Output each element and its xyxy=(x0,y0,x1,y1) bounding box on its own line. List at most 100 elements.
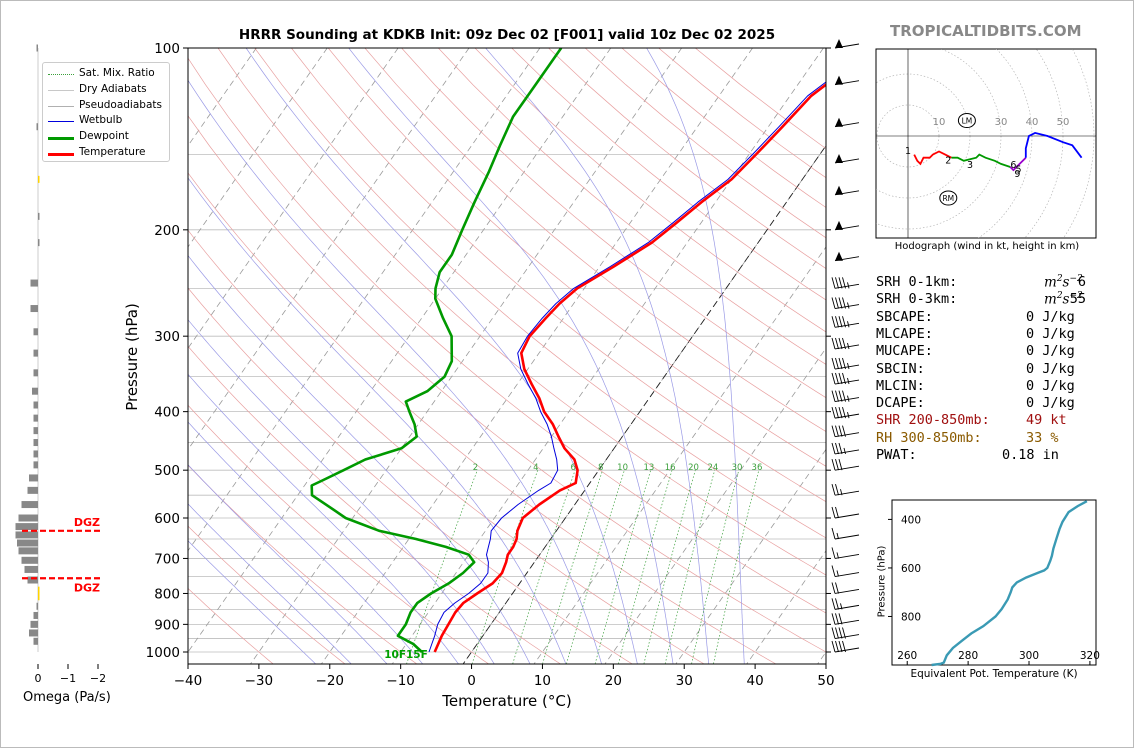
pseudoadiabat xyxy=(646,48,745,664)
mixing-ratio-label: 16 xyxy=(665,463,676,473)
theta-e-ylabel: Pressure (hPa) xyxy=(876,545,888,618)
index-row: RH 300-850mb: 33 % xyxy=(876,429,1059,446)
wind-barb xyxy=(831,582,860,594)
isotherm xyxy=(320,48,754,664)
mixing-ratio-label: 6 xyxy=(571,463,576,473)
legend-swatch xyxy=(48,74,74,75)
wind-barb xyxy=(834,75,860,86)
wind-barb xyxy=(831,506,860,519)
x-tick-label: 10 xyxy=(534,673,551,689)
index-row: MUCAPE: 0 J/kg xyxy=(876,343,1075,359)
index-value: 0 J/kg xyxy=(1026,395,1075,412)
index-label: MLCAPE: xyxy=(876,325,933,342)
series-dewpoint xyxy=(310,48,563,653)
hodograph-trace xyxy=(1009,157,1027,172)
omega-bar xyxy=(33,328,38,336)
index-label: MLCIN: xyxy=(876,377,925,394)
legend-swatch xyxy=(48,121,74,123)
dry-adiabat xyxy=(188,229,705,664)
index-row: MLCIN: 0 J/kg xyxy=(876,377,1075,394)
omega-bar xyxy=(30,279,38,287)
theta-e-xtick-label: 260 xyxy=(897,650,917,662)
hodograph-ring-label: 30 xyxy=(995,117,1008,128)
theta-e-line xyxy=(931,500,1088,667)
dry-adiabat xyxy=(401,48,826,399)
pseudoadiabat xyxy=(188,373,459,664)
x-tick-label: −40 xyxy=(174,673,203,689)
dry-adiabat xyxy=(217,48,826,576)
y-tick-label: 400 xyxy=(154,405,180,421)
wind-barb xyxy=(831,357,860,370)
hodograph-trace xyxy=(913,150,952,166)
omega-bar xyxy=(30,305,38,313)
y-tick-label: 900 xyxy=(154,617,180,633)
isotherm xyxy=(391,48,824,664)
omega-bar xyxy=(38,593,40,601)
omega-bar xyxy=(18,547,38,555)
omega-bar xyxy=(33,427,38,435)
wind-barb xyxy=(831,627,860,639)
wind-barb xyxy=(831,613,860,625)
omega-bar xyxy=(33,461,38,469)
y-tick-label: 200 xyxy=(154,223,180,239)
dry-adiabat xyxy=(364,48,826,432)
mixing-ratio-label: 20 xyxy=(688,463,699,473)
wind-barb xyxy=(834,220,860,231)
isotherm xyxy=(188,48,399,349)
omega-bar xyxy=(33,637,38,645)
y-tick-label: 700 xyxy=(154,551,180,567)
index-value: 0 J/kg xyxy=(1026,360,1075,377)
hodograph-height-label: 5 xyxy=(1015,165,1021,176)
index-row: SRH 0-1km: 6 m2s−2 xyxy=(876,274,1086,291)
index-value: 49 kt xyxy=(1026,412,1067,429)
legend-label: Pseudoadiabats xyxy=(79,98,162,111)
omega-bar xyxy=(38,175,40,183)
dry-adiabat xyxy=(188,115,826,653)
omega-bar xyxy=(21,556,38,564)
legend: Sat. Mix. Ratio Dry Adiabats Pseudoadiabat… xyxy=(42,62,170,162)
omega-bar xyxy=(33,414,38,422)
index-label: SRH 0-1km: xyxy=(876,274,958,290)
series-temperature xyxy=(433,83,826,653)
index-unit: m2s−2 xyxy=(1044,274,1083,291)
dry-adiabat xyxy=(438,48,826,365)
theta-e-xtick-label: 320 xyxy=(1080,650,1100,662)
index-value: 6 xyxy=(1077,274,1086,290)
dry-adiabat xyxy=(188,345,562,664)
mixing-ratio-line xyxy=(691,470,740,664)
hodograph-height-label: 1 xyxy=(905,146,911,157)
y-tick-label: 1000 xyxy=(146,645,180,661)
dry-adiabat xyxy=(291,48,826,503)
chart-title: HRRR Sounding at KDKB Init: 09z Dec 02 [… xyxy=(238,27,776,43)
y-tick-label: 800 xyxy=(154,586,180,602)
hodograph-ring-label: 10 xyxy=(933,117,946,128)
wind-barb xyxy=(831,297,860,309)
omega-bar xyxy=(21,501,38,509)
x-tick-label: 40 xyxy=(747,673,764,689)
dry-adiabat xyxy=(188,464,418,664)
index-label: RH 300-850mb: xyxy=(876,429,982,446)
legend-label: Sat. Mix. Ratio xyxy=(79,67,155,79)
theta-e-ytick-label: 600 xyxy=(901,563,921,575)
rm-marker: RM xyxy=(939,190,958,206)
omega-bar xyxy=(29,629,38,637)
theta-e-frame xyxy=(891,499,1097,666)
dry-adiabat xyxy=(474,48,826,333)
index-value: 0 J/kg xyxy=(1026,308,1075,325)
index-label: SHR 200-850mb: xyxy=(876,412,990,429)
mixing-ratio-line xyxy=(542,470,603,664)
index-label: SBCIN: xyxy=(876,360,925,377)
pseudoadiabat xyxy=(188,255,531,664)
y-tick-label: 600 xyxy=(154,511,180,527)
wind-barb xyxy=(831,407,860,419)
index-row: SHR 200-850mb: 49 kt xyxy=(876,412,1067,429)
wind-barb xyxy=(834,251,860,262)
index-value: 0 J/kg xyxy=(1026,343,1075,360)
pseudoadiabat xyxy=(245,48,638,664)
pseudoadiabat xyxy=(188,319,495,664)
x-axis-label: Temperature (°C) xyxy=(442,692,572,710)
index-value: 33 % xyxy=(1026,429,1059,446)
dry-adiabat xyxy=(188,172,777,664)
x-tick-label: 30 xyxy=(676,673,693,689)
hodograph-ring-label: 50 xyxy=(1057,117,1070,128)
